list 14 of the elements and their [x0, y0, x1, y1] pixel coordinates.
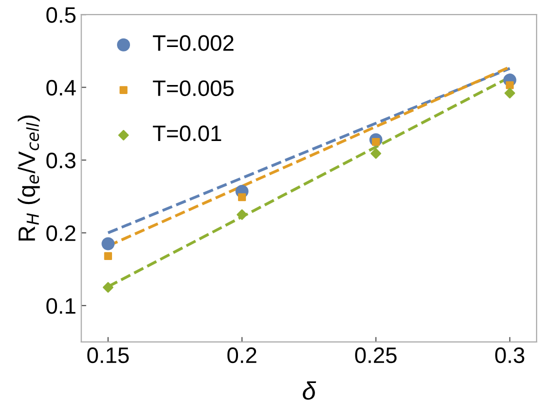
- x-tick-label: 0.25: [355, 347, 397, 364]
- x-axis-title: δ: [302, 381, 316, 400]
- y-tick-label: 0.1: [46, 298, 76, 314]
- y-tick-label: 0.2: [46, 225, 76, 242]
- x-tick-label: 0.2: [227, 347, 256, 364]
- y-tick-label: 0.4: [46, 80, 76, 96]
- x-tick-label: 0.15: [87, 347, 129, 364]
- y-tick-label: 0.3: [46, 152, 76, 168]
- x-tick-label: 0.3: [495, 347, 524, 364]
- y-tick-label: 0.5: [46, 7, 76, 23]
- legend-label: T=0.005: [152, 80, 234, 96]
- y-axis-title: R$_{H}$ (q$_{e}$/V$_{cell}$): [18, 116, 40, 241]
- legend-label: T=0.002: [152, 35, 234, 51]
- legend-label: T=0.01: [152, 126, 222, 142]
